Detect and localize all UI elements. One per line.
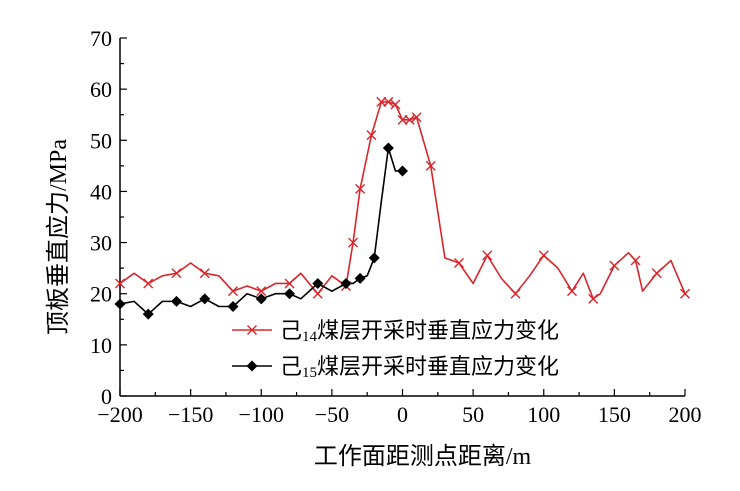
y-tick-label: 30 bbox=[90, 231, 112, 256]
y-tick-label: 40 bbox=[90, 179, 112, 204]
data-point bbox=[630, 255, 641, 266]
data-point bbox=[228, 286, 238, 297]
legend-item-1: 己14煤层开采时垂直应力变化 bbox=[232, 318, 559, 345]
y-tick-label: 0 bbox=[101, 384, 112, 409]
data-point bbox=[368, 252, 380, 264]
x-tick-label: 0 bbox=[397, 402, 408, 427]
data-point bbox=[567, 286, 577, 297]
data-point bbox=[366, 130, 377, 141]
data-point bbox=[142, 308, 154, 320]
legend-item-2: 己15煤层开采时垂直应力变化 bbox=[232, 354, 559, 381]
legend-label: 己15煤层开采时垂直应力变化 bbox=[280, 354, 559, 381]
axes: −200 −150 −100 −50 0 50 100 150 200 0 10 20 30 40 50 60… bbox=[45, 26, 702, 470]
data-point bbox=[425, 160, 436, 171]
x-tick-label: −100 bbox=[239, 402, 284, 427]
data-point bbox=[382, 142, 394, 154]
data-point bbox=[680, 288, 690, 299]
y-tick-label: 60 bbox=[90, 77, 112, 102]
data-point bbox=[114, 298, 126, 310]
data-point bbox=[355, 183, 366, 194]
data-point bbox=[340, 277, 352, 289]
data-point bbox=[255, 293, 267, 305]
x-tick-label: 50 bbox=[462, 402, 484, 427]
data-point bbox=[284, 288, 295, 300]
data-point bbox=[115, 278, 125, 289]
x-axis-title: 工作面距测点距离/m bbox=[314, 443, 532, 470]
y-tick-label: 20 bbox=[90, 282, 112, 307]
x-tick-label: 150 bbox=[598, 402, 631, 427]
x-tick-label: −50 bbox=[315, 402, 349, 427]
data-point bbox=[510, 288, 521, 299]
data-point bbox=[609, 260, 620, 271]
data-point bbox=[354, 272, 366, 284]
legend-label: 己14煤层开采时垂直应力变化 bbox=[280, 318, 559, 345]
x-tick-label: 200 bbox=[669, 402, 702, 427]
y-tick-label: 70 bbox=[90, 26, 112, 51]
data-point bbox=[383, 96, 394, 107]
y-tick-label: 10 bbox=[90, 333, 112, 358]
data-point bbox=[397, 114, 408, 125]
data-point bbox=[199, 268, 210, 279]
data-point bbox=[143, 278, 154, 289]
x-tick-label: −150 bbox=[168, 402, 213, 427]
x-tick-label: 100 bbox=[527, 402, 560, 427]
data-point bbox=[348, 237, 359, 248]
data-point bbox=[404, 114, 415, 125]
y-axis-title: 顶板垂直应力/MPa bbox=[45, 139, 72, 335]
data-point bbox=[284, 278, 295, 289]
data-point bbox=[199, 293, 211, 305]
data-point bbox=[312, 277, 324, 289]
data-point bbox=[454, 258, 464, 269]
data-point bbox=[247, 325, 257, 335]
data-point bbox=[651, 268, 662, 279]
data-point bbox=[171, 268, 182, 279]
data-point bbox=[227, 301, 239, 312]
data-point bbox=[538, 250, 549, 261]
data-point bbox=[171, 295, 182, 307]
data-point bbox=[397, 165, 408, 177]
data-point bbox=[376, 96, 387, 107]
x-tick-label: −200 bbox=[97, 402, 142, 427]
series-1 bbox=[115, 96, 690, 304]
series-layer bbox=[114, 96, 690, 320]
data-point bbox=[482, 250, 493, 261]
y-tick-label: 50 bbox=[90, 128, 112, 153]
data-point bbox=[256, 286, 267, 297]
series-2 bbox=[114, 142, 408, 320]
data-point bbox=[411, 112, 422, 123]
series-line bbox=[119, 101, 686, 300]
data-point bbox=[588, 293, 599, 304]
data-point bbox=[390, 99, 401, 110]
data-point bbox=[246, 360, 258, 372]
data-point bbox=[312, 288, 323, 299]
